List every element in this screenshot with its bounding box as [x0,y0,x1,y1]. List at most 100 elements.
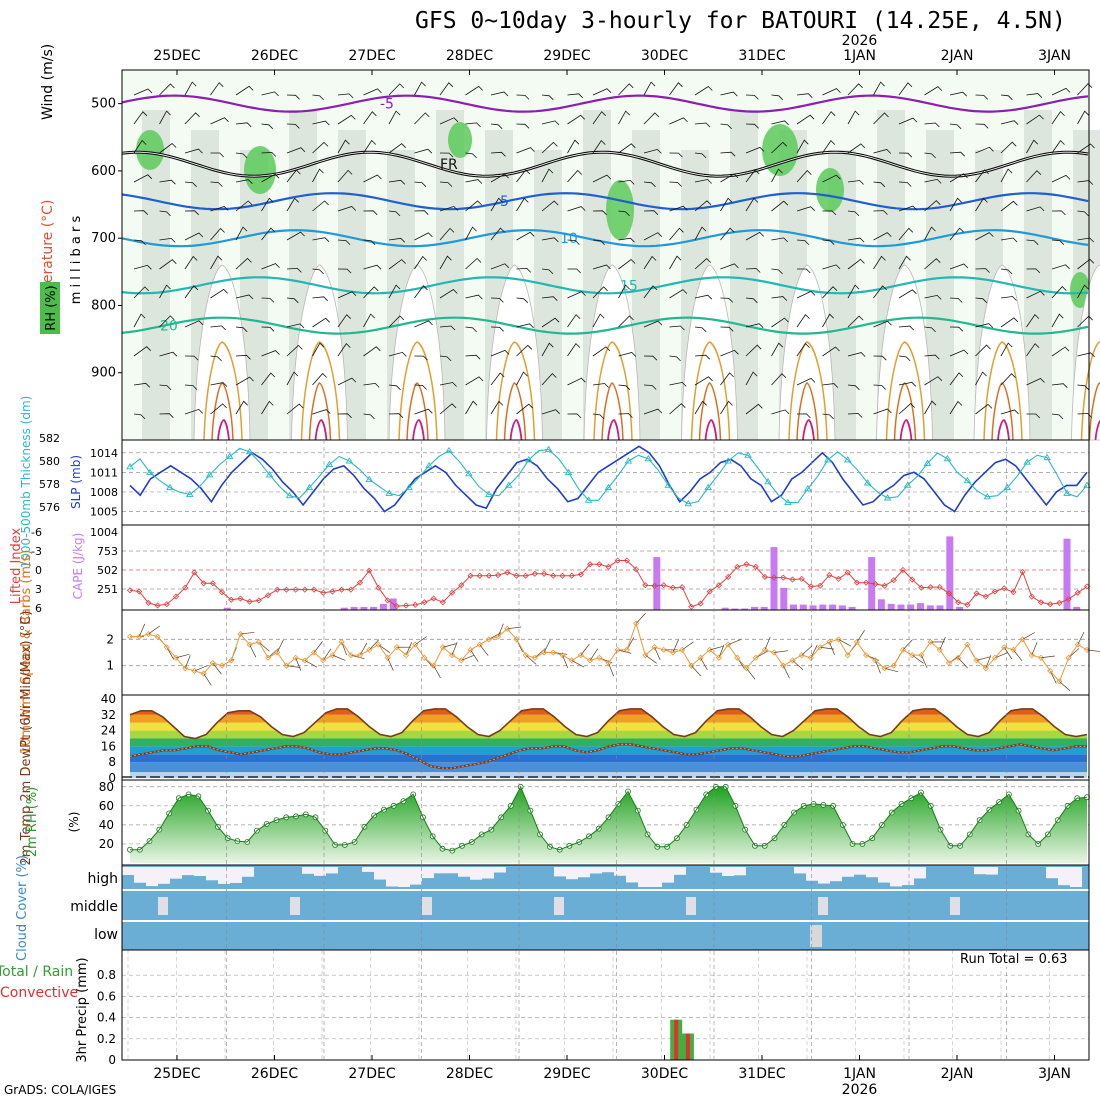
wind-barb [669,82,683,96]
wind-barb [148,625,161,635]
wind-speed-point [513,636,520,643]
wind-barb [1026,114,1044,125]
thickness-point [285,491,294,499]
wind-barb [541,342,554,357]
wind-speed-point [899,646,907,653]
isotherm-line [121,316,1089,335]
wind-barb [414,112,430,125]
rh2m-panel: 20 40 60 80 2m RH (%) (%) [25,780,1090,863]
wind-barb [643,148,662,154]
wind-barb [669,255,682,270]
cloud-mid-gap [686,897,696,915]
wind-barb [414,355,428,361]
wind-barb [618,143,636,154]
cape-bar [223,607,231,610]
wind-barb [210,152,224,158]
wind-barb [184,232,204,241]
wind-barb [261,263,280,270]
wind-barb [567,169,582,183]
wind-barb [796,342,810,357]
wind-barb [516,94,530,100]
wind-barb [822,264,841,270]
cloud-mid-gap [290,897,300,915]
slp-series-line [129,445,1088,513]
cape-bar [838,605,846,610]
cloud-high-gap [734,867,746,876]
thickness-point [325,460,334,467]
wind-barb [1026,93,1043,98]
wind-speed-point [853,638,861,646]
isotherm-35 [607,419,620,441]
lifted-index-line [129,560,1088,608]
wind-barb [924,200,941,212]
isotherm-30 [698,382,722,441]
wind-barb [1051,313,1064,328]
wind-speed-point [274,649,281,656]
wind-barb [490,123,503,130]
wind-barb [898,227,914,241]
cloud-mid-gap [818,897,828,915]
wind-barb [924,178,942,184]
wind-barb [822,239,835,245]
wind-barb [138,623,146,637]
wind-barb [949,263,969,270]
wind-barb [439,82,454,96]
precip-tick-label: 0.8 [97,968,116,982]
wind-barb [720,326,734,332]
wind-barb [261,326,275,332]
wind-barb [720,123,732,130]
wind-barb [592,413,605,420]
wind-barb [745,169,760,183]
temp-tick-label: 32 [101,708,116,722]
wind-barb [235,85,254,96]
wind-barb [541,237,559,243]
wind-barb [567,206,586,212]
wind-barb [490,297,504,303]
wind-barb [451,641,458,656]
wind-barb [286,147,306,154]
wind-barb [1051,87,1071,96]
temp-band [122,695,1089,707]
wind-barb [465,294,483,300]
wind-barb [669,117,688,125]
wind-barb [490,197,503,212]
thickness-point [445,446,453,454]
wind-barb [414,255,427,270]
wind-barb [720,173,739,183]
wind-barb [184,255,198,270]
wind-barb [847,384,860,391]
wind-barb [1040,655,1055,659]
wind-barb [184,148,203,154]
cloud-separator [122,920,1089,922]
wind-speed-point [973,657,980,664]
cloud-high-gap [902,867,914,886]
wind-barb [1077,413,1092,418]
wind-barb [643,112,660,125]
wind-speed-point [393,644,400,651]
wind-barb [235,122,252,128]
lifted-index-point [798,575,805,582]
lifted-index-point [402,602,410,609]
wind-barb [691,665,702,677]
lifted-index-point [366,567,373,574]
wind-speed-point [338,638,345,646]
wind-barb [1000,409,1019,415]
wind-barb [1026,268,1041,274]
wind-barb [261,400,274,415]
wind-barb [921,654,928,669]
thickness-tick-label: 582 [39,432,60,445]
wind-barb [592,111,606,125]
lifted-index-point [973,590,980,597]
wind-barb [1026,206,1045,212]
wind-barb [541,94,554,101]
cloud-high-gap [362,867,374,872]
wind-barb [359,642,368,656]
wind-barb [133,111,148,125]
cloud-cover-panel: high middle low Cloud Cover (%) [15,855,1089,961]
wind-barb [184,408,204,415]
wind-barb [975,297,988,304]
rh-high-patch [606,180,634,240]
wind-speed-point [596,654,603,661]
cloud-high-gap [890,867,902,887]
wind-barb [567,139,580,154]
